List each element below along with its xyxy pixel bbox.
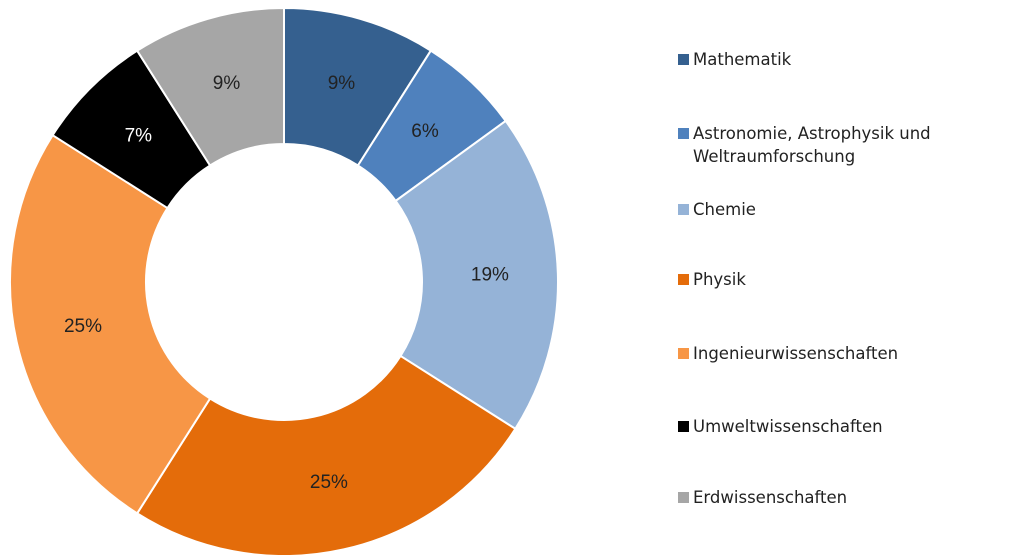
donut-segment — [9, 133, 212, 515]
donut-segment — [135, 354, 517, 555]
legend-swatch — [678, 348, 689, 359]
donut-segment — [394, 119, 559, 431]
data-label: 25% — [64, 316, 102, 337]
legend-label: Astronomie, Astrophysik und Weltraumfors… — [693, 124, 931, 166]
legend-item: Mathematik — [678, 48, 1008, 71]
legend-label: Mathematik — [693, 50, 792, 69]
legend-swatch — [678, 54, 689, 65]
legend-item: Erdwissenschaften — [678, 486, 1008, 509]
legend-swatch — [678, 204, 689, 215]
data-label: 19% — [471, 265, 509, 286]
legend-item: Ingenieurwissenschaften — [678, 342, 1008, 365]
data-label: 6% — [411, 121, 439, 142]
legend-item: Physik — [678, 268, 1008, 291]
legend-label: Umweltwissenschaften — [693, 417, 883, 436]
legend-swatch — [678, 492, 689, 503]
legend-item: Umweltwissenschaften — [678, 415, 1008, 438]
legend-label: Chemie — [693, 200, 756, 219]
legend-swatch — [678, 421, 689, 432]
legend-label: Ingenieurwissenschaften — [693, 344, 899, 363]
legend-item: Astronomie, Astrophysik und Weltraumfors… — [678, 122, 1008, 168]
legend-item: Chemie — [678, 198, 1008, 221]
legend-label: Erdwissenschaften — [693, 488, 848, 507]
legend-label: Physik — [693, 270, 746, 289]
data-label: 25% — [310, 472, 348, 493]
data-label: 7% — [125, 125, 153, 146]
data-label: 9% — [328, 73, 356, 94]
donut-segment — [135, 6, 285, 167]
legend-swatch — [678, 128, 689, 139]
donut-chart: 9% 6% 19% 25% 25% 7% 9% — [9, 6, 559, 555]
legend-swatch — [678, 274, 689, 285]
data-label: 9% — [213, 73, 241, 94]
